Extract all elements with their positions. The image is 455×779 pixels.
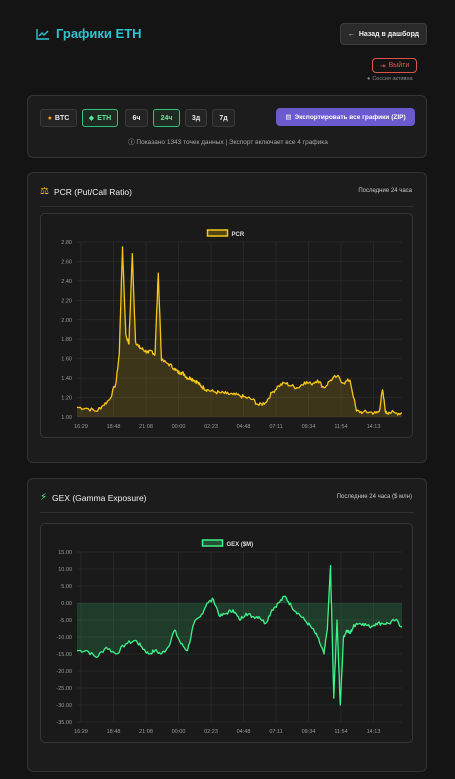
session-status-text: Сессия активна (372, 76, 413, 82)
pcr-panel-title: ⚖ PCR (Put/Call Ratio) (40, 186, 132, 197)
y-tick-label: 2.80 (61, 240, 72, 246)
logout-label: Выйти (388, 62, 410, 69)
x-tick-label: 04:48 (237, 424, 251, 430)
user-icon: ● (367, 76, 371, 82)
logout-button[interactable]: ⇥ Выйти (372, 58, 417, 73)
scale-icon: ⚖ (40, 186, 49, 197)
timeframe-3d-button[interactable]: 3д (185, 109, 207, 127)
timeframe-6h-label: 6ч (132, 114, 141, 122)
x-tick-label: 02:23 (204, 729, 218, 735)
x-tick-label: 21:08 (139, 424, 153, 430)
x-tick-label: 07:11 (269, 729, 282, 735)
back-to-dashboard-button[interactable]: ← Назад в дашборд (340, 23, 427, 45)
arrow-left-icon: ← (347, 30, 355, 38)
gex-chart-panel: ⚡ GEX (Gamma Exposure) Последние 24 часа… (27, 478, 427, 772)
asset-btc-label: BTC (54, 114, 70, 122)
y-tick-label: -35.00 (56, 720, 72, 726)
y-tick-label: 15.00 (58, 550, 72, 556)
asset-eth-button[interactable]: ◆ ETH (82, 109, 118, 127)
pcr-chart-panel: ⚖ PCR (Put/Call Ratio) Последние 24 часа… (27, 172, 427, 463)
chart-toolbar: ● BTC ◆ ETH 6ч 24ч 3д 7д ▤ Экспортироват… (27, 95, 427, 158)
y-tick-label: -20.00 (56, 669, 72, 675)
y-tick-label: 1.60 (61, 357, 72, 363)
timeframe-6h-button[interactable]: 6ч (125, 109, 148, 127)
data-info-line: ⓘ Показано 1343 точек данных | Экспорт в… (28, 136, 428, 146)
pcr-chart: PCR 1.00 1.20 1.40 1.60 1.80 2.00 2.20 2.40 2.60 2… (61, 229, 403, 430)
page-title-text: Графики ETH (56, 26, 142, 41)
x-tick-label: 09:34 (302, 729, 316, 735)
y-tick-label: 1.40 (61, 376, 72, 382)
asset-eth-label: ETH (97, 114, 112, 122)
gex-chart: GEX ($M) 15.00 10.00 5.00 0.00 -5.00 -10.00 -15… (56, 539, 402, 735)
session-status: ● Сессия активна (367, 76, 413, 82)
y-tick-label: 2.60 (61, 259, 72, 265)
page-header: Графики ETH ← Назад в дашборд ⇥ Выйти ● … (0, 0, 455, 90)
data-info-text: Показано 1343 точек данных | Экспорт вкл… (136, 139, 328, 146)
timeframe-7d-label: 7д (219, 114, 228, 122)
x-tick-label: 14:13 (367, 729, 381, 735)
y-tick-label: -5.00 (59, 618, 72, 624)
series-line (77, 564, 402, 706)
info-icon: ⓘ (128, 139, 135, 146)
x-tick-label: 04:48 (237, 729, 251, 735)
chart-line-icon (36, 28, 49, 40)
x-tick-label: 00:00 (172, 424, 186, 430)
timeframe-7d-button[interactable]: 7д (212, 109, 235, 127)
y-tick-label: 2.40 (61, 279, 72, 285)
x-tick-label: 21:08 (139, 729, 153, 735)
back-button-label: Назад в дашборд (358, 30, 420, 38)
y-tick-label: -25.00 (56, 686, 72, 692)
series-line (76, 246, 403, 416)
x-tick-label: 18:48 (107, 424, 121, 430)
series-fill-area (77, 565, 402, 705)
x-tick-label: 14:13 (367, 424, 381, 430)
legend-label: PCR (232, 232, 245, 238)
timeframe-3d-label: 3д (191, 114, 201, 122)
y-tick-label: 2.20 (61, 298, 72, 304)
x-tick-label: 09:34 (302, 424, 316, 430)
asset-btc-button[interactable]: ● BTC (40, 109, 77, 127)
export-zip-button[interactable]: ▤ Экспортировать все графики (ZIP) (276, 108, 415, 126)
x-tick-label: 16:29 (74, 424, 88, 430)
timeframe-24h-label: 24ч (160, 114, 173, 122)
legend-label: GEX ($M) (227, 542, 254, 548)
gex-title-text: GEX (Gamma Exposure) (52, 492, 147, 503)
y-tick-label: -30.00 (56, 703, 72, 709)
bitcoin-icon: ● (47, 114, 52, 122)
x-tick-label: 07:11 (269, 424, 282, 430)
gex-range-label: Последние 24 часа ($ млн) (336, 494, 412, 500)
gex-divider (40, 512, 414, 513)
y-tick-label: 5.00 (61, 584, 72, 590)
legend-swatch (201, 539, 224, 547)
x-tick-label: 02:23 (204, 424, 218, 430)
x-tick-label: 11:54 (334, 729, 347, 735)
y-tick-label: 0.00 (61, 601, 72, 607)
export-zip-label: Экспортировать все графики (ZIP) (294, 113, 406, 121)
pcr-divider (40, 206, 414, 207)
y-tick-label: -10.00 (56, 635, 72, 641)
timeframe-24h-button[interactable]: 24ч (153, 109, 180, 127)
x-tick-label: 00:00 (172, 729, 186, 735)
x-tick-label: 11:54 (334, 424, 347, 430)
lightning-icon: ⚡ (40, 492, 48, 503)
gex-chart-box: GEX ($M) 15.00 10.00 5.00 0.00 -5.00 -10.00 -15… (40, 523, 413, 743)
legend-swatch (206, 229, 229, 237)
ethereum-icon: ◆ (88, 115, 95, 122)
y-tick-label: -15.00 (56, 652, 72, 658)
y-tick-label: 10.00 (58, 567, 72, 573)
pcr-range-label: Последние 24 часа (358, 188, 412, 194)
x-tick-label: 16:29 (74, 729, 88, 735)
file-icon: ▤ (285, 114, 292, 121)
pcr-title-text: PCR (Put/Call Ratio) (53, 186, 132, 197)
y-tick-label: 1.00 (61, 415, 72, 421)
y-tick-label: 1.20 (61, 396, 72, 402)
gex-panel-title: ⚡ GEX (Gamma Exposure) (40, 492, 147, 503)
y-tick-label: 1.80 (61, 337, 72, 343)
page-title: Графики ETH (36, 26, 142, 41)
x-tick-label: 18:48 (107, 729, 121, 735)
y-tick-label: 2.00 (61, 318, 72, 324)
pcr-chart-box: PCR 1.00 1.20 1.40 1.60 1.80 2.00 2.20 2.40 2.60 2… (40, 213, 413, 438)
logout-icon: ⇥ (379, 62, 386, 70)
